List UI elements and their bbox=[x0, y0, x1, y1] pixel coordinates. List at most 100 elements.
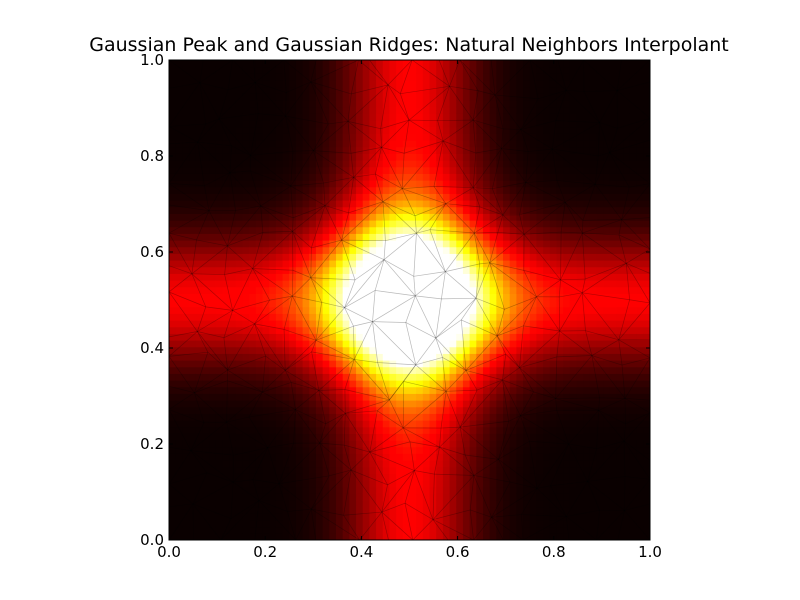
heat-cell bbox=[382, 460, 391, 468]
heat-cell bbox=[329, 200, 337, 208]
heat-cell bbox=[275, 360, 284, 368]
heat-cell bbox=[329, 213, 337, 221]
heat-cell bbox=[175, 413, 183, 421]
heat-cell bbox=[362, 480, 371, 488]
heat-cell bbox=[255, 360, 264, 368]
heat-cell bbox=[429, 186, 437, 194]
heat-cell bbox=[249, 186, 257, 194]
heat-cell bbox=[409, 400, 417, 408]
heat-cell bbox=[569, 406, 578, 414]
heat-cell bbox=[603, 93, 611, 101]
heat-cell bbox=[222, 466, 230, 474]
heat-cell bbox=[229, 60, 237, 68]
heat-cell bbox=[336, 240, 344, 248]
heat-cell bbox=[262, 260, 270, 268]
heat-cell bbox=[503, 300, 511, 308]
heat-cell bbox=[402, 66, 411, 74]
heat-cell bbox=[376, 106, 384, 114]
heat-cell bbox=[436, 120, 444, 128]
heat-cell bbox=[543, 346, 551, 354]
heat-cell bbox=[382, 153, 391, 161]
heat-cell bbox=[262, 253, 270, 261]
heat-cell bbox=[402, 426, 411, 434]
heat-cell bbox=[315, 406, 324, 414]
heat-cell bbox=[549, 320, 558, 328]
heat-cell bbox=[182, 166, 190, 174]
heat-cell bbox=[449, 240, 457, 248]
heat-cell bbox=[503, 380, 511, 388]
heat-cell bbox=[536, 140, 544, 148]
heat-cell bbox=[269, 80, 277, 88]
heat-cell bbox=[596, 293, 604, 301]
heat-cell bbox=[442, 160, 451, 168]
heat-cell bbox=[269, 286, 277, 294]
heat-cell bbox=[329, 206, 337, 214]
heat-cell bbox=[349, 280, 357, 288]
heat-cell bbox=[302, 193, 310, 201]
heat-cell bbox=[462, 213, 471, 221]
heat-cell bbox=[182, 420, 190, 428]
heat-cell bbox=[195, 500, 203, 508]
heat-cell bbox=[529, 440, 538, 448]
heat-cell bbox=[389, 326, 397, 334]
heat-cell bbox=[369, 500, 377, 508]
heat-cell bbox=[182, 513, 190, 521]
heat-cell bbox=[489, 353, 497, 361]
heat-cell bbox=[623, 233, 631, 241]
heat-cell bbox=[369, 506, 377, 514]
heat-cell bbox=[549, 513, 558, 521]
heat-cell bbox=[182, 460, 190, 468]
heat-cell bbox=[255, 426, 264, 434]
heat-cell bbox=[269, 146, 277, 154]
heat-cell bbox=[315, 220, 324, 228]
heat-cell bbox=[262, 346, 270, 354]
heat-cell bbox=[182, 360, 190, 368]
heat-cell bbox=[302, 366, 310, 374]
heat-cell bbox=[449, 213, 457, 221]
heat-cell bbox=[255, 253, 264, 261]
heat-cell bbox=[362, 320, 371, 328]
heat-cell bbox=[242, 206, 250, 214]
heat-cell bbox=[609, 486, 618, 494]
heat-cell bbox=[382, 513, 391, 521]
heat-cell bbox=[382, 533, 391, 540]
heat-cell bbox=[295, 133, 304, 141]
heat-cell bbox=[235, 500, 244, 508]
heat-cell bbox=[456, 86, 464, 94]
heat-cell bbox=[189, 220, 197, 228]
heat-cell bbox=[376, 306, 384, 314]
heat-cell bbox=[295, 460, 304, 468]
heat-cell bbox=[202, 493, 210, 501]
heat-cell bbox=[322, 486, 330, 494]
heat-cell bbox=[349, 86, 357, 94]
heat-cell bbox=[429, 66, 437, 74]
heat-cell bbox=[476, 173, 484, 181]
heat-cell bbox=[482, 180, 491, 188]
heat-cell bbox=[209, 380, 217, 388]
heat-cell bbox=[616, 60, 624, 68]
heat-cell bbox=[609, 140, 618, 148]
heat-cell bbox=[215, 100, 224, 108]
heat-cell bbox=[469, 333, 477, 341]
heat-cell bbox=[329, 486, 337, 494]
heat-cell bbox=[255, 93, 264, 101]
heat-cell bbox=[315, 126, 324, 134]
heat-cell bbox=[315, 186, 324, 194]
heat-cell bbox=[195, 326, 203, 334]
heat-cell bbox=[529, 480, 538, 488]
heat-cell bbox=[523, 493, 531, 501]
heat-cell bbox=[456, 120, 464, 128]
heat-cell bbox=[436, 220, 444, 228]
heat-cell bbox=[295, 353, 304, 361]
heat-cell bbox=[462, 306, 471, 314]
heat-cell bbox=[596, 86, 604, 94]
heat-cell bbox=[329, 346, 337, 354]
heat-cell bbox=[569, 420, 578, 428]
heat-cell bbox=[309, 466, 317, 474]
heat-cell bbox=[362, 393, 371, 401]
heat-cell bbox=[342, 493, 350, 501]
heat-cell bbox=[469, 306, 477, 314]
heat-cell bbox=[349, 266, 357, 274]
heat-cell bbox=[389, 80, 397, 88]
heat-cell bbox=[255, 206, 264, 214]
